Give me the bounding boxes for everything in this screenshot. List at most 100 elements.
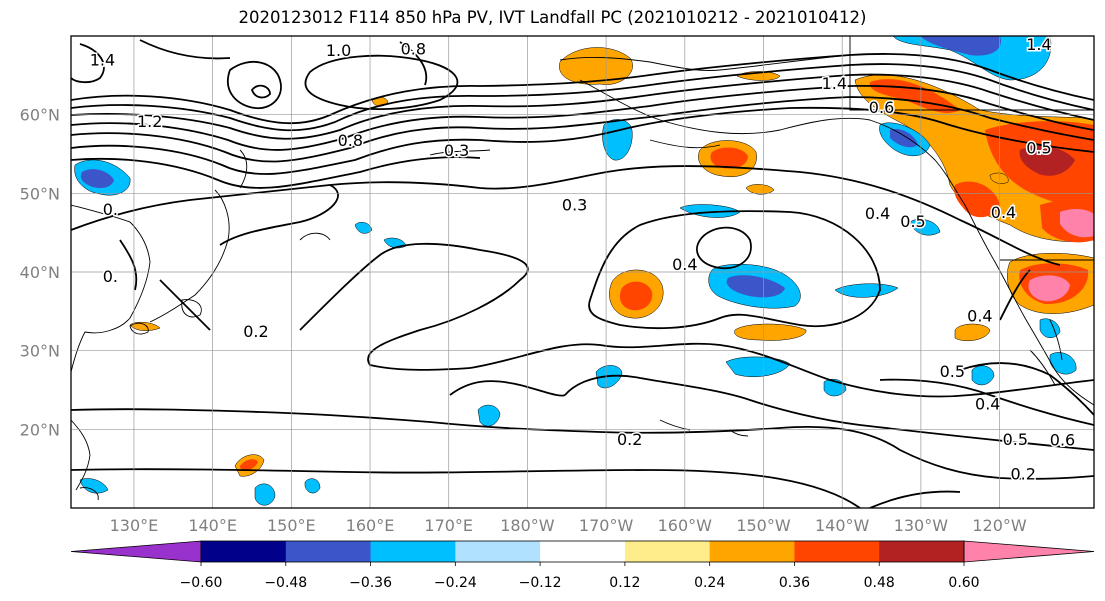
colorbar-cell: [624, 541, 711, 562]
longitude-label: 150°W: [736, 516, 791, 535]
contour-label: 0.6: [1050, 431, 1075, 450]
colorbar-cell: [540, 541, 626, 562]
longitude-label: 160°W: [658, 516, 713, 535]
colorbar-cell: [709, 541, 795, 562]
colorbar-cell: [879, 541, 965, 562]
colorbar-extend-high: [963, 540, 1095, 563]
colorbar-tick-label: 0.36: [779, 575, 810, 591]
negative-anomaly: [304, 478, 321, 494]
colorbar-cell: [285, 541, 372, 562]
longitude-labels: 130°E 140°E 150°E 160°E 170°E 180°W 170°W 160°W…: [110, 516, 1027, 535]
positive-anomaly: [954, 323, 991, 341]
contour-label: 1.4: [822, 74, 847, 93]
negative-anomaly: [354, 222, 373, 234]
contour-labels: 1.4 1.0 0.8 1.2 0.8 0.3 0.3 0.4 0.4 0.5 0.4 0.6 1.4 1…: [88, 33, 1076, 485]
colorbar-extend-low: [70, 540, 202, 563]
positive-anomaly: [1060, 208, 1094, 238]
colorbar-tick-label: 0.12: [609, 575, 640, 591]
negative-anomaly: [254, 483, 276, 506]
positive-anomaly: [954, 181, 1000, 218]
map-frame: [70, 35, 1095, 509]
colorbar-tick-label: 0.60: [948, 575, 979, 591]
contour-label: 0.4: [865, 204, 890, 223]
positive-anomaly: [1019, 145, 1075, 176]
negative-anomaly: [971, 365, 995, 386]
colorbar-tick-label: −0.60: [180, 575, 223, 591]
negative-anomaly: [80, 169, 114, 188]
contour-label: 0.2: [243, 322, 268, 341]
positive-anomaly: [745, 184, 775, 195]
latitude-label: 40°N: [20, 263, 60, 282]
colorbar: −0.60 −0.48 −0.36 −0.24 −0.12 0.12 0.24 0.36 0.4…: [70, 540, 1095, 591]
negative-anomaly: [909, 219, 941, 236]
positive-anomaly: [240, 459, 258, 470]
negative-anomaly: [890, 128, 918, 148]
contour-label: 0.5: [1026, 139, 1051, 158]
colorbar-tick-label: 0.48: [864, 575, 895, 591]
contour-label: 1.2: [137, 112, 162, 131]
positive-anomaly: [619, 281, 653, 311]
contour-label: 0.: [103, 200, 118, 219]
figure-title: 2020123012 F114 850 hPa PV, IVT Landfall…: [238, 8, 867, 27]
positive-anomaly: [734, 323, 807, 341]
colorbar-tick-label: −0.24: [434, 575, 477, 591]
longitude-label: 130°E: [110, 516, 159, 535]
latitude-label: 50°N: [20, 184, 60, 203]
positive-anomaly: [129, 321, 161, 331]
contour-label: 0.: [103, 267, 118, 286]
colorbar-outline: [200, 540, 965, 563]
positive-anomaly: [989, 172, 1009, 184]
colorbar-cell: [201, 541, 287, 562]
positive-anomaly: [1028, 275, 1070, 302]
contour-label: 0.8: [338, 131, 363, 150]
latitude-label: 20°N: [20, 420, 60, 439]
contour-label: 0.3: [444, 141, 469, 160]
contour-label: 0.5: [1003, 430, 1028, 449]
negative-anomaly: [1039, 318, 1061, 338]
positive-anomaly: [710, 147, 748, 169]
colorbar-cell: [370, 541, 456, 562]
colorbar-tick-label: 0.24: [694, 575, 725, 591]
negative-anomaly: [725, 356, 791, 377]
coastline-layer: [71, 36, 1094, 501]
negative-anomaly: [726, 275, 785, 298]
longitude-label: 140°E: [188, 516, 237, 535]
contour-label: 0.4: [967, 306, 992, 325]
latitude-label: 60°N: [20, 106, 60, 125]
longitude-label: 150°E: [267, 516, 316, 535]
negative-anomaly: [892, 36, 1052, 81]
negative-anomaly: [602, 119, 633, 161]
longitude-label: 180°W: [500, 516, 555, 535]
contour-label: 0.5: [900, 212, 925, 231]
negative-anomaly: [477, 404, 501, 427]
contour-label: 1.4: [1026, 35, 1051, 54]
colorbar-cell: [455, 541, 541, 562]
colorbar-tick-label: −0.12: [519, 575, 562, 591]
colorbar-tick-label: −0.36: [349, 575, 392, 591]
longitude-label: 170°W: [579, 516, 634, 535]
positive-anomaly: [559, 47, 633, 85]
latitude-label: 30°N: [20, 342, 60, 361]
contour-label: 0.5: [940, 362, 965, 381]
contour-label: 0.8: [401, 40, 426, 59]
colorbar-tick-label: −0.48: [264, 575, 307, 591]
contour-label: 0.6: [869, 98, 894, 117]
longitude-label: 130°W: [894, 516, 949, 535]
contour-label: 0.4: [991, 203, 1016, 222]
negative-anomaly: [920, 36, 1001, 56]
contour-label: 0.2: [617, 430, 642, 449]
longitude-label: 160°E: [346, 516, 395, 535]
contour-label: 0.2: [1010, 464, 1035, 483]
longitude-label: 120°W: [972, 516, 1027, 535]
longitude-label: 170°E: [424, 516, 473, 535]
longitude-label: 140°W: [815, 516, 870, 535]
negative-anomaly: [79, 478, 109, 494]
contour-label: 1.4: [90, 51, 115, 70]
colorbar-cell: [794, 541, 880, 562]
contour-label: 1.0: [326, 41, 351, 60]
contour-label: 0.3: [562, 195, 587, 214]
contour-label: 0.4: [672, 255, 697, 274]
gridlines: [71, 36, 1094, 508]
